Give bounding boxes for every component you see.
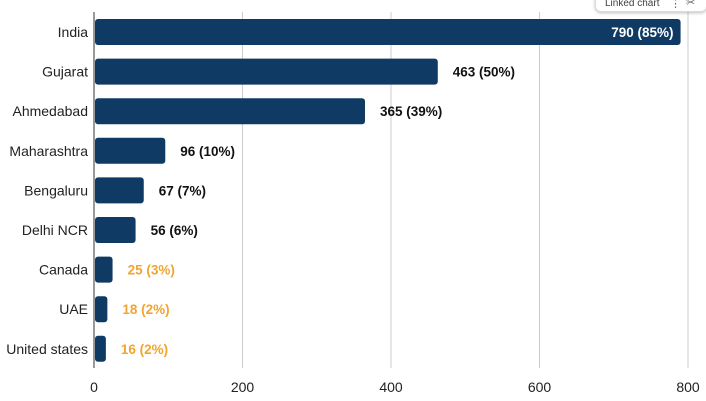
bar[interactable] <box>95 19 681 45</box>
x-tick-label: 0 <box>90 379 98 395</box>
bar[interactable] <box>95 137 166 164</box>
data-label: 365 (39%) <box>380 104 442 119</box>
data-label: 790 (85%) <box>611 25 673 40</box>
x-tick-label: 600 <box>528 379 552 395</box>
bars <box>95 19 681 362</box>
category-label: India <box>58 24 89 40</box>
category-label: UAE <box>59 301 88 317</box>
data-label: 96 (10%) <box>180 144 235 159</box>
more-vert-icon[interactable]: ⋮ <box>670 0 681 10</box>
data-label: 16 (2%) <box>121 342 168 357</box>
category-label: Maharashtra <box>9 143 88 159</box>
category-label: Bengaluru <box>24 182 88 198</box>
data-label: 25 (3%) <box>128 263 175 278</box>
bar[interactable] <box>95 256 113 283</box>
data-label: 18 (2%) <box>122 302 169 317</box>
bar[interactable] <box>95 98 366 125</box>
x-axis-tick-labels: 0 200 400 600 800 <box>90 379 700 395</box>
value-labels: 790 (85%) 463 (50%) 365 (39%) 96 (10%) 67 (7… <box>121 25 674 357</box>
x-tick-label: 400 <box>379 379 403 395</box>
bar[interactable] <box>95 335 106 362</box>
category-labels: India Gujarat Ahmedabad Maharashtra Bengalur… <box>6 24 88 357</box>
linked-chart-label: Linked chart <box>605 0 660 9</box>
category-label: Gujarat <box>42 64 88 80</box>
category-label: Delhi NCR <box>22 222 88 238</box>
linked-chart-chip[interactable]: Linked chart ⋮ ✂ <box>595 0 706 12</box>
x-tick-label: 200 <box>231 379 255 395</box>
x-tick-label: 800 <box>676 379 700 395</box>
data-label: 56 (6%) <box>151 223 198 238</box>
bar[interactable] <box>95 217 136 243</box>
bar[interactable] <box>95 58 438 85</box>
unlink-icon[interactable]: ✂ <box>686 0 696 9</box>
bar[interactable] <box>95 177 144 204</box>
category-label: Canada <box>39 262 88 278</box>
data-label: 67 (7%) <box>159 183 206 198</box>
category-label: Ahmedabad <box>12 103 88 119</box>
category-label: United states <box>6 341 88 357</box>
bar[interactable] <box>95 296 108 323</box>
data-label: 463 (50%) <box>453 65 515 80</box>
